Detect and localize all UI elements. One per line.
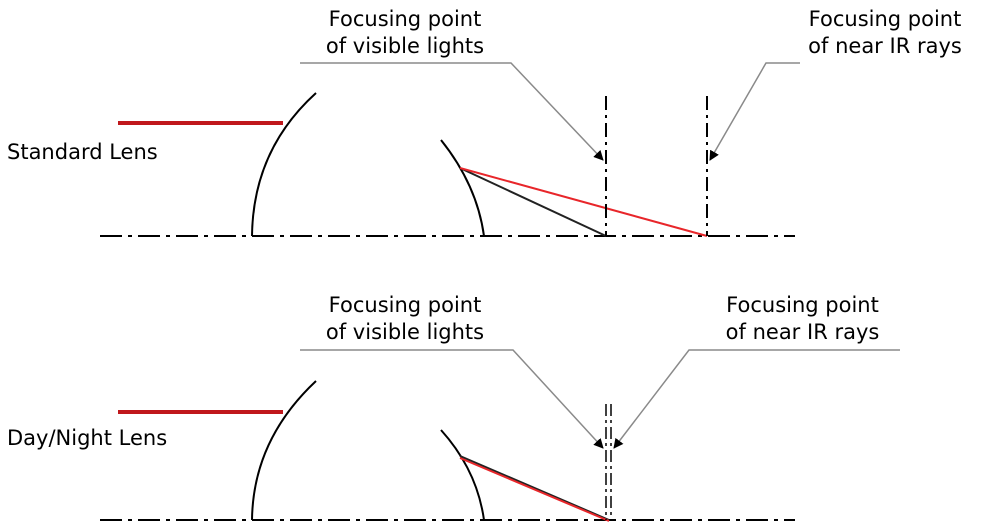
visible-light-ray [459,455,610,521]
day-night-ir-focus-callout: Focusing point of near IR rays [705,292,900,346]
visible-light-ray [459,167,607,237]
near-ir-ray [459,167,708,237]
standard-visible-focus-callout: Focusing point of visible lights [300,6,510,60]
front-lens-curve [251,380,317,521]
near-ir-ray [459,457,610,522]
standard-ir-focus-callout: Focusing point of near IR rays [793,6,977,60]
callout-line-1: Focusing point [328,293,482,317]
callout-line-2: of near IR rays [725,320,880,344]
callout-line-1: Focusing point [328,7,482,31]
callout-line-1: Focusing point [808,7,962,31]
visible-focus-leader [300,349,604,449]
ir-focus-leader [709,62,800,161]
standard-lens-label: Standard Lens [7,140,158,164]
day-night-lens-panel [100,349,900,522]
visible-focus-leader [300,62,604,161]
front-lens-curve [251,92,317,237]
callout-line-2: of visible lights [325,320,485,344]
callout-line-2: of near IR rays [808,34,962,58]
ir-focus-leader [613,349,900,449]
callout-line-1: Focusing point [726,293,879,317]
day-night-visible-focus-callout: Focusing point of visible lights [300,292,510,346]
rear-lens-curve [440,429,485,521]
rear-lens-curve [440,139,485,237]
callout-line-2: of visible lights [325,34,485,58]
standard-lens-panel [100,62,800,237]
day-night-lens-label: Day/Night Lens [7,426,168,450]
